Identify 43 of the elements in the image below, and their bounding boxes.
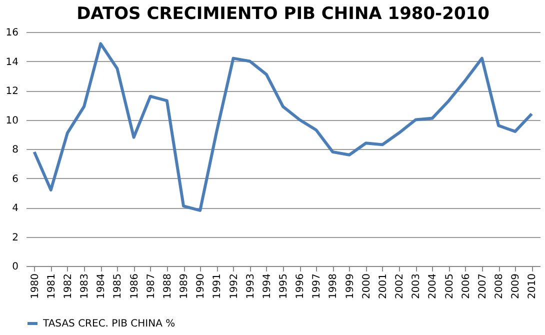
x-tick-label: 2010: [527, 274, 538, 299]
x-tick-label: 2000: [361, 274, 372, 299]
legend-label: TASAS CREC. PIB CHINA %: [42, 318, 176, 330]
y-tick-label: 6: [12, 174, 18, 185]
y-tick-label: 0: [12, 262, 18, 272]
x-tick-label: 2008: [494, 274, 506, 299]
x-tick-label: 2002: [394, 274, 406, 299]
x-tick-label: 1986: [129, 274, 140, 299]
x-tick-label: 1997: [312, 274, 323, 299]
x-tick-label: 1982: [62, 274, 74, 299]
x-tick-label: 1995: [278, 274, 290, 299]
y-tick-label: 12: [6, 86, 18, 97]
x-tick-label: 1980: [30, 274, 41, 299]
x-tick-label: 1983: [80, 274, 91, 299]
x-tick-label: 2004: [428, 274, 439, 299]
x-tick-label: 1988: [162, 274, 174, 299]
x-tick-label: 1993: [245, 274, 256, 299]
x-tick-label: 1989: [179, 274, 190, 299]
x-tick-label: 1984: [96, 274, 108, 299]
y-tick-label: 4: [12, 203, 18, 214]
y-tick-label: 10: [6, 115, 18, 126]
x-tick-label: 1999: [344, 274, 356, 299]
x-tick-label: 1996: [295, 274, 306, 299]
x-tick-label: 1990: [196, 274, 207, 299]
x-tick-label: 2009: [510, 274, 522, 299]
x-tick-label: 1994: [262, 274, 273, 299]
y-tick-label: 16: [6, 28, 18, 38]
x-tick-label: 1991: [212, 274, 224, 299]
chart-title: DATOS CRECIMIENTO PIB CHINA 1980-2010: [76, 4, 490, 24]
line-series: [32, 42, 534, 212]
x-tick-label: 2005: [444, 274, 456, 299]
x-tick-label: 1987: [146, 274, 157, 299]
x-tick-label: 1998: [328, 274, 340, 299]
x-tick-label: 1985: [112, 274, 124, 299]
x-tick-label: 1981: [46, 274, 58, 299]
x-tick-label: 2007: [477, 274, 488, 299]
y-tick-label: 14: [6, 56, 18, 68]
x-tick-label: 2003: [411, 274, 422, 299]
x-tick-label: 2001: [378, 274, 389, 299]
y-tick-label: 2: [12, 232, 18, 244]
y-tick-label: 8: [12, 144, 18, 156]
x-tick-label: 1992: [228, 274, 240, 299]
x-tick-label: 2006: [460, 274, 472, 299]
